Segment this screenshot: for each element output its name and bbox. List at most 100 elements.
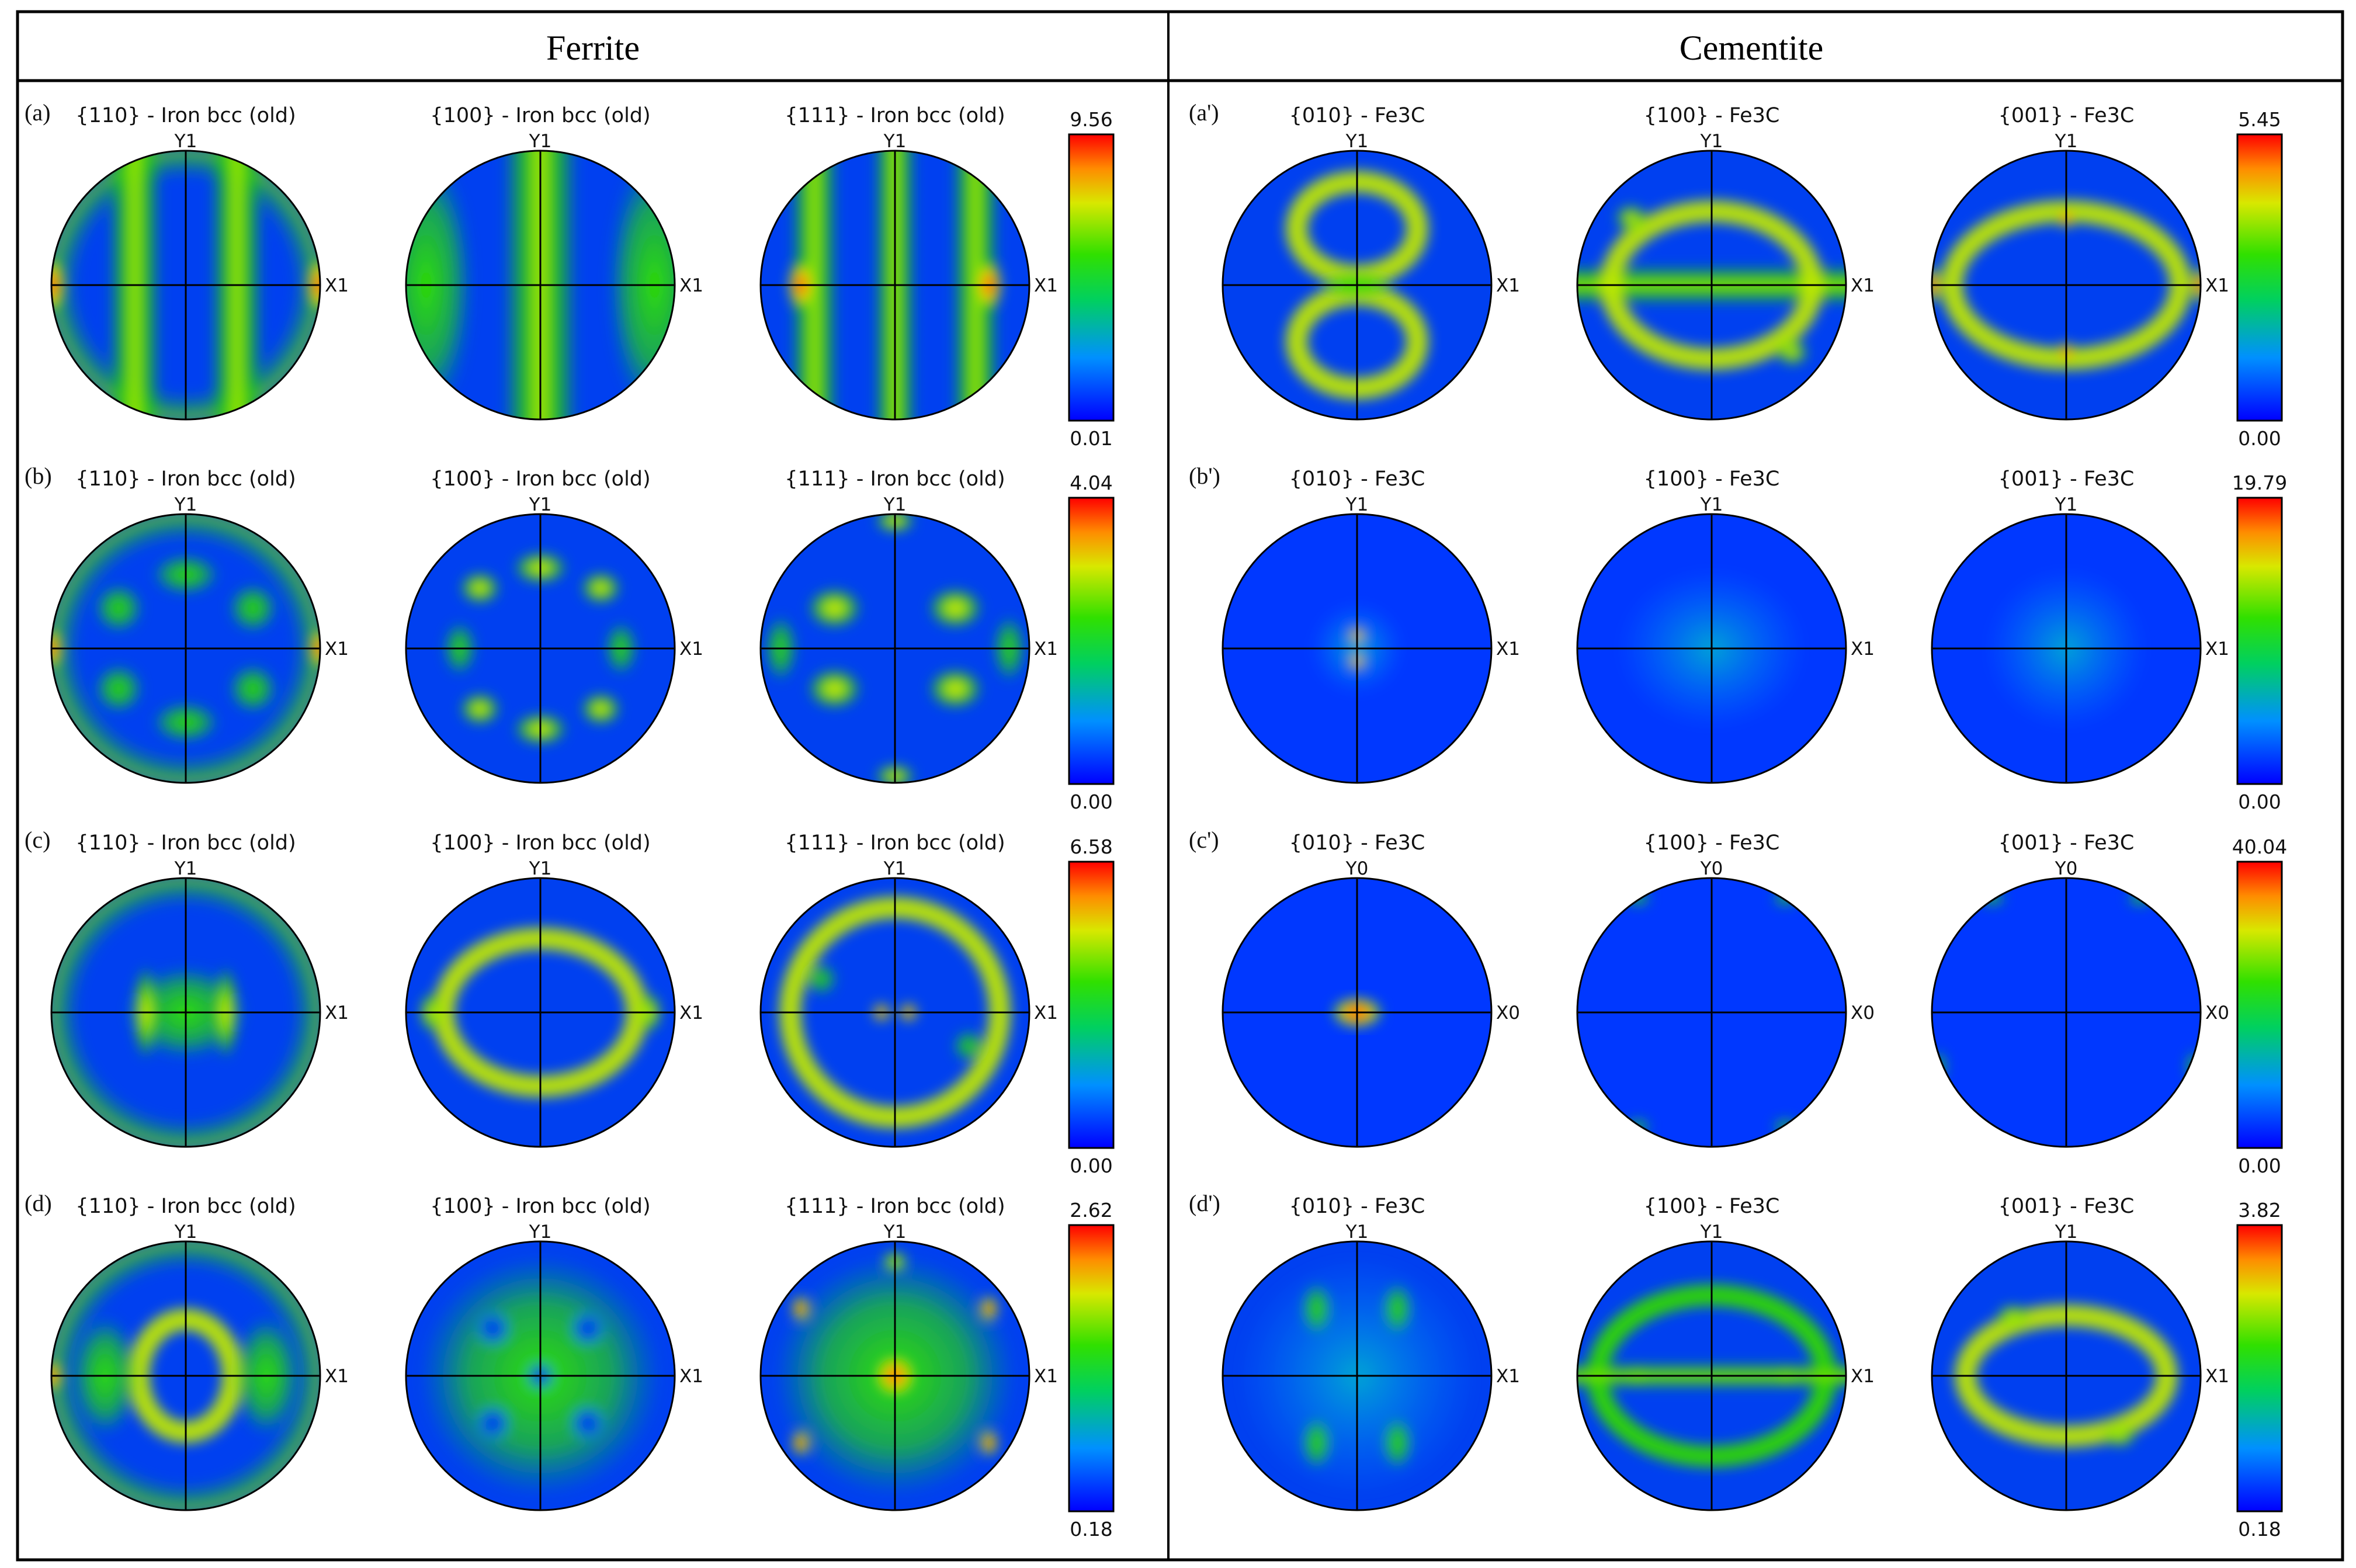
y-axis-label: Y1	[883, 131, 907, 152]
pole-figure-title: {111} - Iron bcc (old)	[785, 104, 1005, 127]
pole-figure-title: {100} - Fe3C	[1644, 831, 1780, 855]
pole-figure: {110} - Iron bcc (old) Y1 X1	[50, 467, 349, 784]
cementite-header: Cementite	[1680, 29, 1824, 67]
pole-figure-title: {010} - Fe3C	[1289, 467, 1425, 491]
color-scale-max: 40.04	[2232, 835, 2287, 858]
pole-figure-outline	[759, 150, 1030, 421]
row-label: (b)	[25, 463, 52, 489]
y-axis-label: Y1	[174, 131, 197, 152]
pole-figure-outline	[1931, 1240, 2202, 1511]
y-axis-label: Y1	[883, 494, 907, 515]
pole-figure-title: {100} - Iron bcc (old)	[430, 467, 650, 491]
pole-figure-outline	[50, 150, 321, 421]
pole-figure-outline	[1931, 877, 2202, 1148]
row-label: (a)	[25, 99, 50, 126]
color-scale-bar	[2236, 497, 2283, 785]
pole-figure-outline	[759, 513, 1030, 784]
pole-figure-title: {111} - Iron bcc (old)	[785, 467, 1005, 491]
pole-figure: {010} - Fe3C Y0 X0	[1222, 831, 1520, 1148]
x-axis-label: X1	[679, 1366, 703, 1387]
y-axis-label: Y1	[529, 494, 552, 515]
pole-figure: {100} - Iron bcc (old) Y1 X1	[405, 831, 703, 1148]
y-axis-label: Y1	[529, 858, 552, 879]
x-axis-label: X1	[325, 639, 349, 660]
x-axis-label: X0	[1496, 1002, 1520, 1024]
x-axis-label: X1	[1034, 275, 1058, 296]
x-axis-label: X1	[325, 1002, 349, 1024]
row-label: (a')	[1189, 99, 1219, 126]
pole-figure-outline	[1222, 513, 1493, 784]
pole-figure-title: {010} - Fe3C	[1289, 1195, 1425, 1218]
pole-figure-title: {110} - Iron bcc (old)	[75, 467, 296, 491]
row-label: (b')	[1189, 463, 1220, 489]
pole-figure: {100} - Iron bcc (old) Y1 X1	[405, 1195, 703, 1511]
y-axis-label: Y1	[2055, 131, 2078, 152]
row-label: (c)	[25, 827, 50, 853]
color-scale-min: 0.00	[2238, 1154, 2281, 1177]
pole-figure: {100} - Iron bcc (old) Y1 X1	[405, 467, 703, 784]
y-axis-label: Y0	[1345, 858, 1369, 879]
row-label: (d)	[25, 1190, 52, 1216]
y-axis-label: Y1	[1700, 131, 1723, 152]
x-axis-label: X1	[1851, 639, 1875, 660]
x-axis-label: X1	[1034, 1002, 1058, 1024]
color-scale-max: 5.45	[2238, 108, 2281, 131]
figure-grid: (a) {110} - Iron bcc (old) Y1 X1 {100} - Iro…	[25, 99, 2287, 1541]
pole-figure: {100} - Fe3C Y1 X1	[1576, 467, 1875, 784]
pole-figure: {110} - Iron bcc (old) Y1 X1	[50, 831, 349, 1148]
pole-figure-title: {110} - Iron bcc (old)	[75, 831, 296, 855]
y-axis-label: Y1	[2055, 494, 2078, 515]
pole-figure-title: {111} - Iron bcc (old)	[785, 1195, 1005, 1218]
x-axis-label: X1	[679, 275, 703, 296]
pole-figure: {010} - Fe3C Y1 X1	[1222, 467, 1520, 784]
pole-figure-outline	[1576, 1240, 1847, 1511]
outer-frame	[16, 10, 2344, 1562]
x-axis-label: X0	[1851, 1002, 1875, 1024]
y-axis-label: Y1	[2055, 1222, 2078, 1243]
pole-figure-title: {110} - Iron bcc (old)	[75, 104, 296, 127]
x-axis-label: X1	[1034, 639, 1058, 660]
pole-figure-outline	[759, 877, 1030, 1148]
pole-figure-outline	[1576, 150, 1847, 421]
y-axis-label: Y0	[2055, 858, 2078, 879]
pole-figure-title: {100} - Iron bcc (old)	[430, 831, 650, 855]
y-axis-label: Y1	[1345, 494, 1369, 515]
x-axis-label: X1	[2205, 275, 2229, 296]
color-scale-min: 0.18	[2238, 1518, 2281, 1541]
pole-figure: {110} - Iron bcc (old) Y1 X1	[50, 104, 349, 421]
y-axis-label: Y1	[883, 858, 907, 879]
pole-figure-title: {100} - Fe3C	[1644, 104, 1780, 127]
pole-figure-outline	[405, 877, 676, 1148]
pole-figure-outline	[50, 513, 321, 784]
pole-figure-title: {100} - Iron bcc (old)	[430, 1195, 650, 1218]
y-axis-label: Y1	[1345, 1222, 1369, 1243]
pole-figure: {110} - Iron bcc (old) Y1 X1	[50, 1195, 349, 1511]
color-scale-bar	[1068, 133, 1115, 422]
row-label: (c')	[1189, 827, 1219, 853]
x-axis-label: X1	[679, 1002, 703, 1024]
pole-figure-outline	[1222, 1240, 1493, 1511]
y-axis-label: Y1	[174, 1222, 197, 1243]
pole-figure: {100} - Fe3C Y1 X1	[1576, 104, 1875, 421]
y-axis-label: Y1	[883, 1222, 907, 1243]
y-axis-label: Y1	[174, 858, 197, 879]
color-scale-max: 19.79	[2232, 471, 2287, 494]
row-label: (d')	[1189, 1190, 1220, 1216]
pole-figure-title: {010} - Fe3C	[1289, 104, 1425, 127]
pole-figure-outline	[1931, 513, 2202, 784]
y-axis-label: Y1	[1700, 1222, 1723, 1243]
y-axis-label: Y1	[529, 131, 552, 152]
x-axis-label: X1	[2205, 1366, 2229, 1387]
x-axis-label: X1	[2205, 639, 2229, 660]
color-scale-bar	[2236, 133, 2283, 422]
pole-figure-outline	[405, 513, 676, 784]
x-axis-label: X1	[1496, 275, 1520, 296]
color-scale-min: 0.00	[2238, 427, 2281, 450]
color-scale-max: 3.82	[2238, 1199, 2281, 1222]
pole-figure-title: {100} - Fe3C	[1644, 467, 1780, 491]
pole-figure-title: {010} - Fe3C	[1289, 831, 1425, 855]
color-scale-max: 9.56	[1070, 108, 1112, 131]
color-scale-min: 0.00	[1070, 1154, 1112, 1177]
color-scale-bar	[1068, 1224, 1115, 1513]
